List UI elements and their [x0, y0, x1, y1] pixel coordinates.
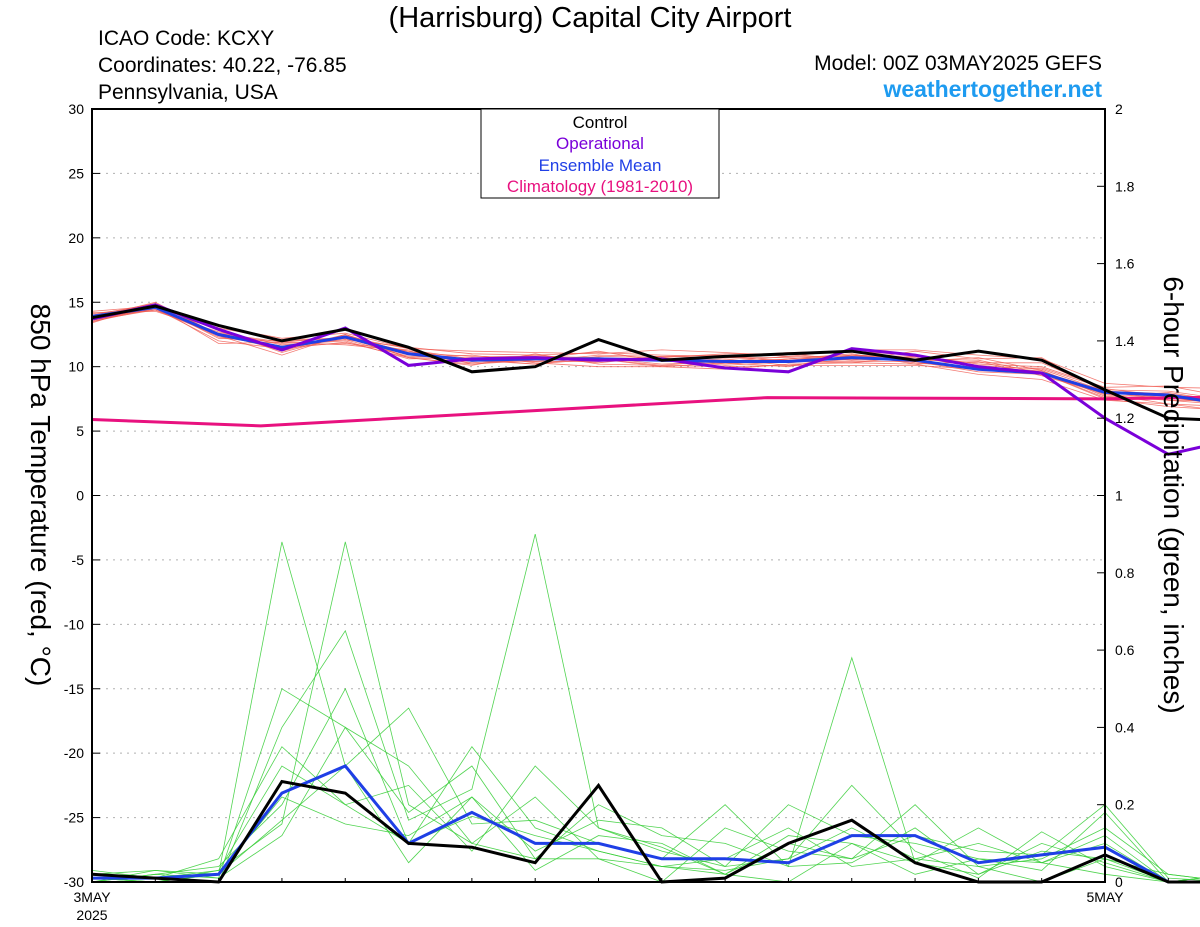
- precip-member-line: [91, 541, 1200, 883]
- climatology-line: [91, 395, 1200, 428]
- y-tick-label: 5: [76, 423, 84, 439]
- y2-tick-label: 1.2: [1115, 410, 1135, 426]
- y-tick-label: -25: [64, 810, 84, 826]
- site-link[interactable]: weathertogether.net: [883, 76, 1102, 102]
- temp-member-line: [91, 306, 1200, 401]
- y2-tick-label: 2: [1115, 101, 1123, 117]
- precip-member-line: [91, 656, 1200, 883]
- y2-axis-label: 6-hour Precipitation (green, inches): [1158, 276, 1189, 713]
- main-series-lines: [91, 303, 1200, 884]
- chart-title: (Harrisburg) Capital City Airport: [388, 2, 792, 34]
- temp-member-line: [91, 308, 1200, 409]
- legend-ensemble-mean: Ensemble Mean: [539, 156, 662, 175]
- y-tick-label: -20: [64, 745, 84, 761]
- model-run: Model: 00Z 03MAY2025 GEFS: [814, 52, 1102, 75]
- x-tick-sublabel: 2025: [76, 907, 107, 923]
- left-axis: 30 25 20 15 10 5 0 -5 -10 -15 -20 -25 -30: [64, 101, 100, 890]
- y2-tick-label: 0: [1115, 874, 1123, 890]
- y2-tick-label: 1: [1115, 488, 1123, 504]
- y-tick-label: 25: [68, 165, 84, 181]
- right-axis: 2 1.8 1.6 1.4 1.2 1 0.8 0.6 0.4 0.2 0: [1097, 101, 1135, 890]
- x-axis: 3MAY20255MAY7MAY9MAY11MAY13MAY15MAY17MAY…: [73, 874, 1169, 923]
- region: Pennsylvania, USA: [98, 81, 278, 104]
- legend-climatology: Climatology (1981-2010): [507, 177, 693, 196]
- y-tick-label: 0: [76, 488, 84, 504]
- precip-member-line: [91, 746, 1200, 883]
- legend: Control Operational Ensemble Mean Climat…: [480, 108, 720, 199]
- y-tick-label: 10: [68, 359, 84, 375]
- y-axis-label: 850 hPa Temperature (red, °C): [25, 304, 56, 687]
- legend-control: Control: [573, 113, 628, 132]
- y2-tick-label: 0.2: [1115, 797, 1135, 813]
- y-tick-label: -15: [64, 681, 84, 697]
- precip-member-line: [91, 541, 1200, 883]
- temp-member-line: [91, 303, 1200, 400]
- icao-code: ICAO Code: KCXY: [98, 27, 275, 50]
- temp-control-line: [91, 304, 1200, 422]
- temp-member-line: [91, 304, 1200, 389]
- y2-tick-label: 0.4: [1115, 719, 1135, 735]
- precip-control-line: [91, 779, 1200, 884]
- y-tick-label: 30: [68, 101, 84, 117]
- y-tick-label: 15: [68, 294, 84, 310]
- legend-operational: Operational: [556, 134, 644, 153]
- y2-tick-label: 0.8: [1115, 565, 1135, 581]
- temp-member-line: [91, 303, 1200, 399]
- legend-box: [480, 108, 720, 199]
- y-tick-label: -5: [72, 552, 85, 568]
- y2-tick-label: 0.6: [1115, 642, 1135, 658]
- grid-lines: [92, 109, 1106, 882]
- operational-line: [91, 303, 1200, 456]
- coordinates: Coordinates: 40.22, -76.85: [98, 54, 347, 77]
- precip-member-lines: [91, 534, 1200, 883]
- y-tick-label: 20: [68, 230, 84, 246]
- precip-member-line: [91, 534, 1200, 883]
- x-tick-label: 3MAY: [73, 889, 111, 905]
- y2-tick-label: 1.8: [1115, 178, 1135, 194]
- y-tick-label: -10: [64, 616, 84, 632]
- temp-member-line: [91, 309, 1200, 402]
- y2-tick-label: 1.4: [1115, 333, 1135, 349]
- x-tick-label: 5MAY: [1086, 889, 1124, 905]
- temp-member-line: [91, 308, 1200, 409]
- y-tick-label: -30: [64, 874, 84, 890]
- temp-member-lines: [91, 301, 1200, 409]
- y2-tick-label: 1.6: [1115, 256, 1135, 272]
- temp-ensemble-mean-line: [91, 305, 1200, 402]
